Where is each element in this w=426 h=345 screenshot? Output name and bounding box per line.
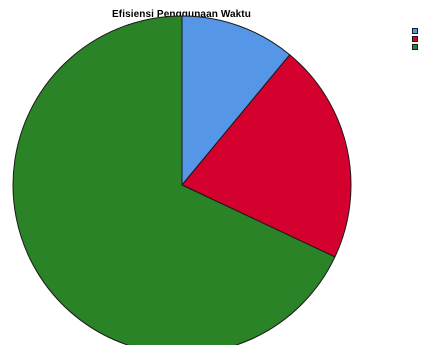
- pie-slice-3: [12, 15, 336, 345]
- chart-legend: [412, 27, 421, 51]
- legend-swatch-1: [412, 28, 418, 34]
- pie-slice-1: [181, 15, 291, 186]
- legend-item-1: [412, 27, 421, 35]
- legend-item-3: [412, 43, 421, 51]
- legend-swatch-3: [412, 44, 418, 50]
- legend-swatch-2: [412, 36, 418, 42]
- chart-title: Efisiensi Penggunaan Waktu: [112, 9, 251, 20]
- pie-slice-2: [181, 54, 352, 258]
- legend-item-2: [412, 35, 421, 43]
